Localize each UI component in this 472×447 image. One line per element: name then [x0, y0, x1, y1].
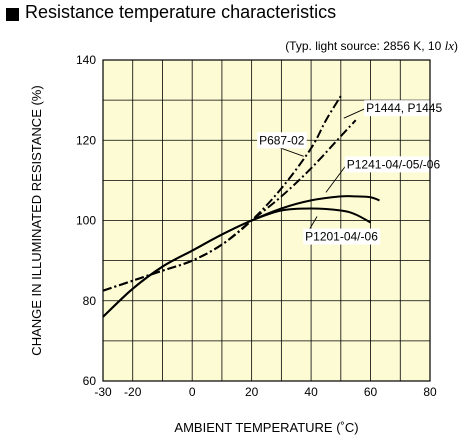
annotation: P1444, P1445: [343, 100, 445, 119]
y-axis-label: CHANGE IN ILLUMINATED RESISTANCE (%): [29, 85, 44, 355]
annotation-label: P1444, P1445: [366, 101, 442, 115]
series-line-p1201-04-06: [102, 207, 371, 318]
annotation: P1201-04/-06: [303, 216, 381, 245]
x-tick-label: 20: [245, 385, 259, 399]
annotation-label: P1201-04/-06: [305, 230, 378, 244]
subtitle-unit: lx: [444, 38, 454, 53]
series-lines: [102, 95, 380, 318]
x-tick-label: 60: [364, 385, 378, 399]
annotation: P687-02: [257, 132, 307, 157]
title-bullet-icon: [6, 8, 19, 21]
chart-title: Resistance temperature characteristics: [25, 2, 337, 22]
subtitle-prefix: (Typ. light source: 2856 K, 10: [285, 39, 445, 53]
x-tick-label: 0: [189, 385, 196, 399]
annotation-leader-line: [325, 164, 348, 193]
plot-frame: [102, 59, 431, 382]
series-line-p1444-p1445: [102, 119, 357, 292]
annotation-label-bg: [257, 132, 307, 149]
x-tick-label: 40: [304, 385, 318, 399]
x-axis-label: AMBIENT TEMPERATURE (˚C): [174, 420, 358, 435]
annotations: P687-02 P1444, P1445 P1241-04/-05/-06 P1201…: [257, 100, 445, 245]
y-tick-label: 140: [76, 53, 96, 67]
annotation-label: P687-02: [259, 133, 305, 147]
x-tick-label: -20: [124, 385, 142, 399]
x-tick-label: 80: [423, 385, 437, 399]
annotation-label: P1241-04/-05/-06: [347, 157, 441, 171]
y-tick-label: 60: [83, 374, 97, 388]
chart-subtitle: (Typ. light source: 2856 K, 10 lx): [285, 38, 458, 54]
x-tick-label: -30: [94, 385, 112, 399]
annotation-label-bg: [364, 100, 445, 117]
annotation-label-bg: [344, 156, 443, 173]
y-tick-label: 100: [76, 214, 96, 228]
grid-lines: [103, 60, 430, 381]
y-tick-labels: 60 80 100 120 140: [76, 53, 96, 388]
annotation: P1241-04/-05/-06: [325, 156, 443, 193]
subtitle-suffix: ): [454, 39, 458, 53]
x-tick-labels: -30 -20 0 20 40 60 80: [94, 385, 437, 399]
y-tick-label: 80: [83, 294, 97, 308]
y-tick-label: 120: [76, 133, 96, 147]
annotation-leader-line: [343, 107, 367, 119]
annotation-label-bg: [303, 228, 381, 245]
